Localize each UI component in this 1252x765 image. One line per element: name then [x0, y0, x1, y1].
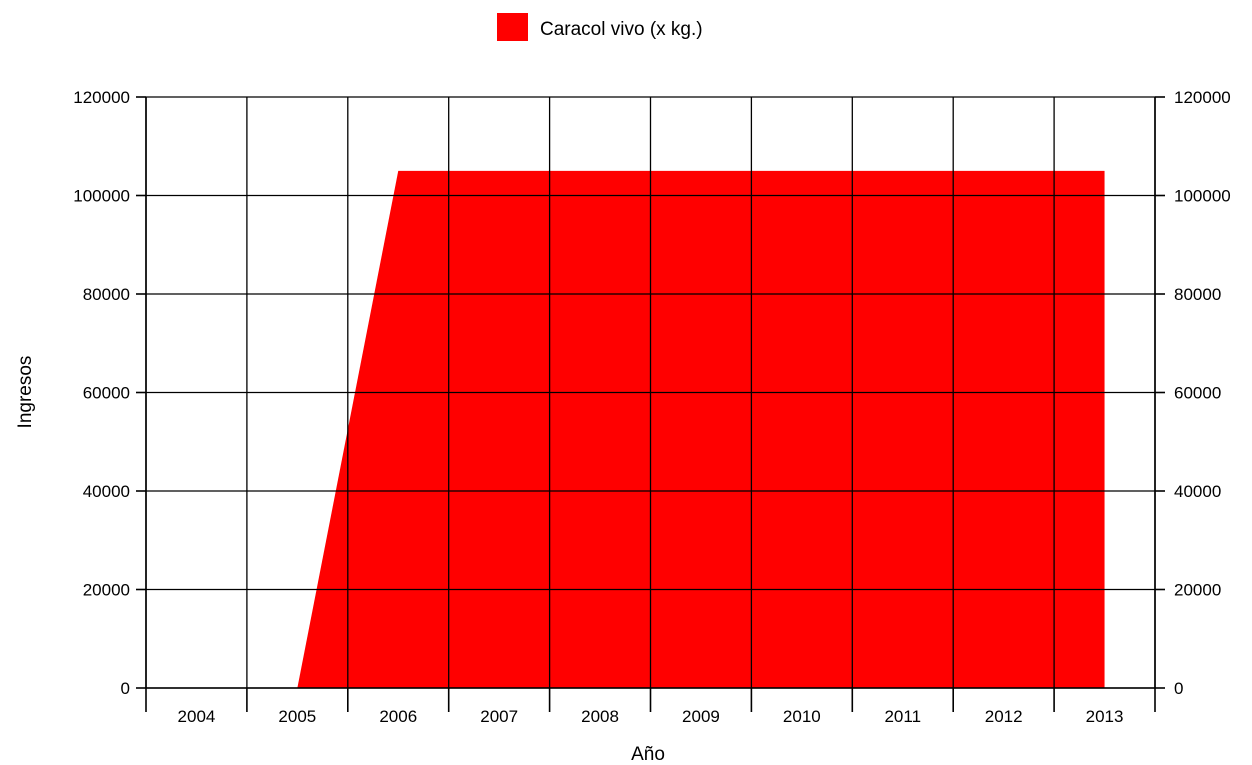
x-tick-label: 2009 [682, 707, 720, 726]
x-tick-label: 2008 [581, 707, 619, 726]
y-tick-label: 0 [121, 679, 130, 698]
x-tick-label: 2012 [985, 707, 1023, 726]
y-axis-title: Ingresos [15, 356, 36, 429]
x-tick-label: 2013 [1086, 707, 1124, 726]
y2-tick-label: 20000 [1174, 581, 1221, 600]
x-tick-label: 2011 [884, 707, 921, 726]
y-tick-label: 120000 [73, 88, 130, 107]
y-tick-label: 20000 [83, 581, 130, 600]
y2-tick-label: 0 [1174, 679, 1183, 698]
y-tick-label: 60000 [83, 384, 130, 403]
y-tick-label: 40000 [83, 482, 130, 501]
legend: Caracol vivo (x kg.) [497, 13, 703, 41]
y2-tick-label: 80000 [1174, 285, 1221, 304]
tick-layer: 0 0 20000 20000 40000 40000 60000 60000 80000 800… [73, 88, 1230, 726]
x-tick-label: 2005 [278, 707, 316, 726]
y-tick-label: 100000 [73, 187, 130, 206]
legend-swatch-caracol-vivo [497, 13, 528, 41]
x-axis-title: Año [631, 744, 665, 765]
y2-tick-label: 40000 [1174, 482, 1221, 501]
legend-label: Caracol vivo (x kg.) [540, 19, 703, 40]
x-tick-label: 2010 [783, 707, 821, 726]
y-tick-label: 80000 [83, 285, 130, 304]
y2-tick-label: 60000 [1174, 384, 1221, 403]
x-tick-label: 2004 [178, 707, 216, 726]
area-series-caracol-vivo [297, 170, 1105, 688]
x-tick-label: 2006 [379, 707, 417, 726]
y2-tick-label: 100000 [1174, 187, 1231, 206]
area-layer [297, 170, 1105, 688]
y2-tick-label: 120000 [1174, 88, 1231, 107]
x-tick-label: 2007 [480, 707, 518, 726]
